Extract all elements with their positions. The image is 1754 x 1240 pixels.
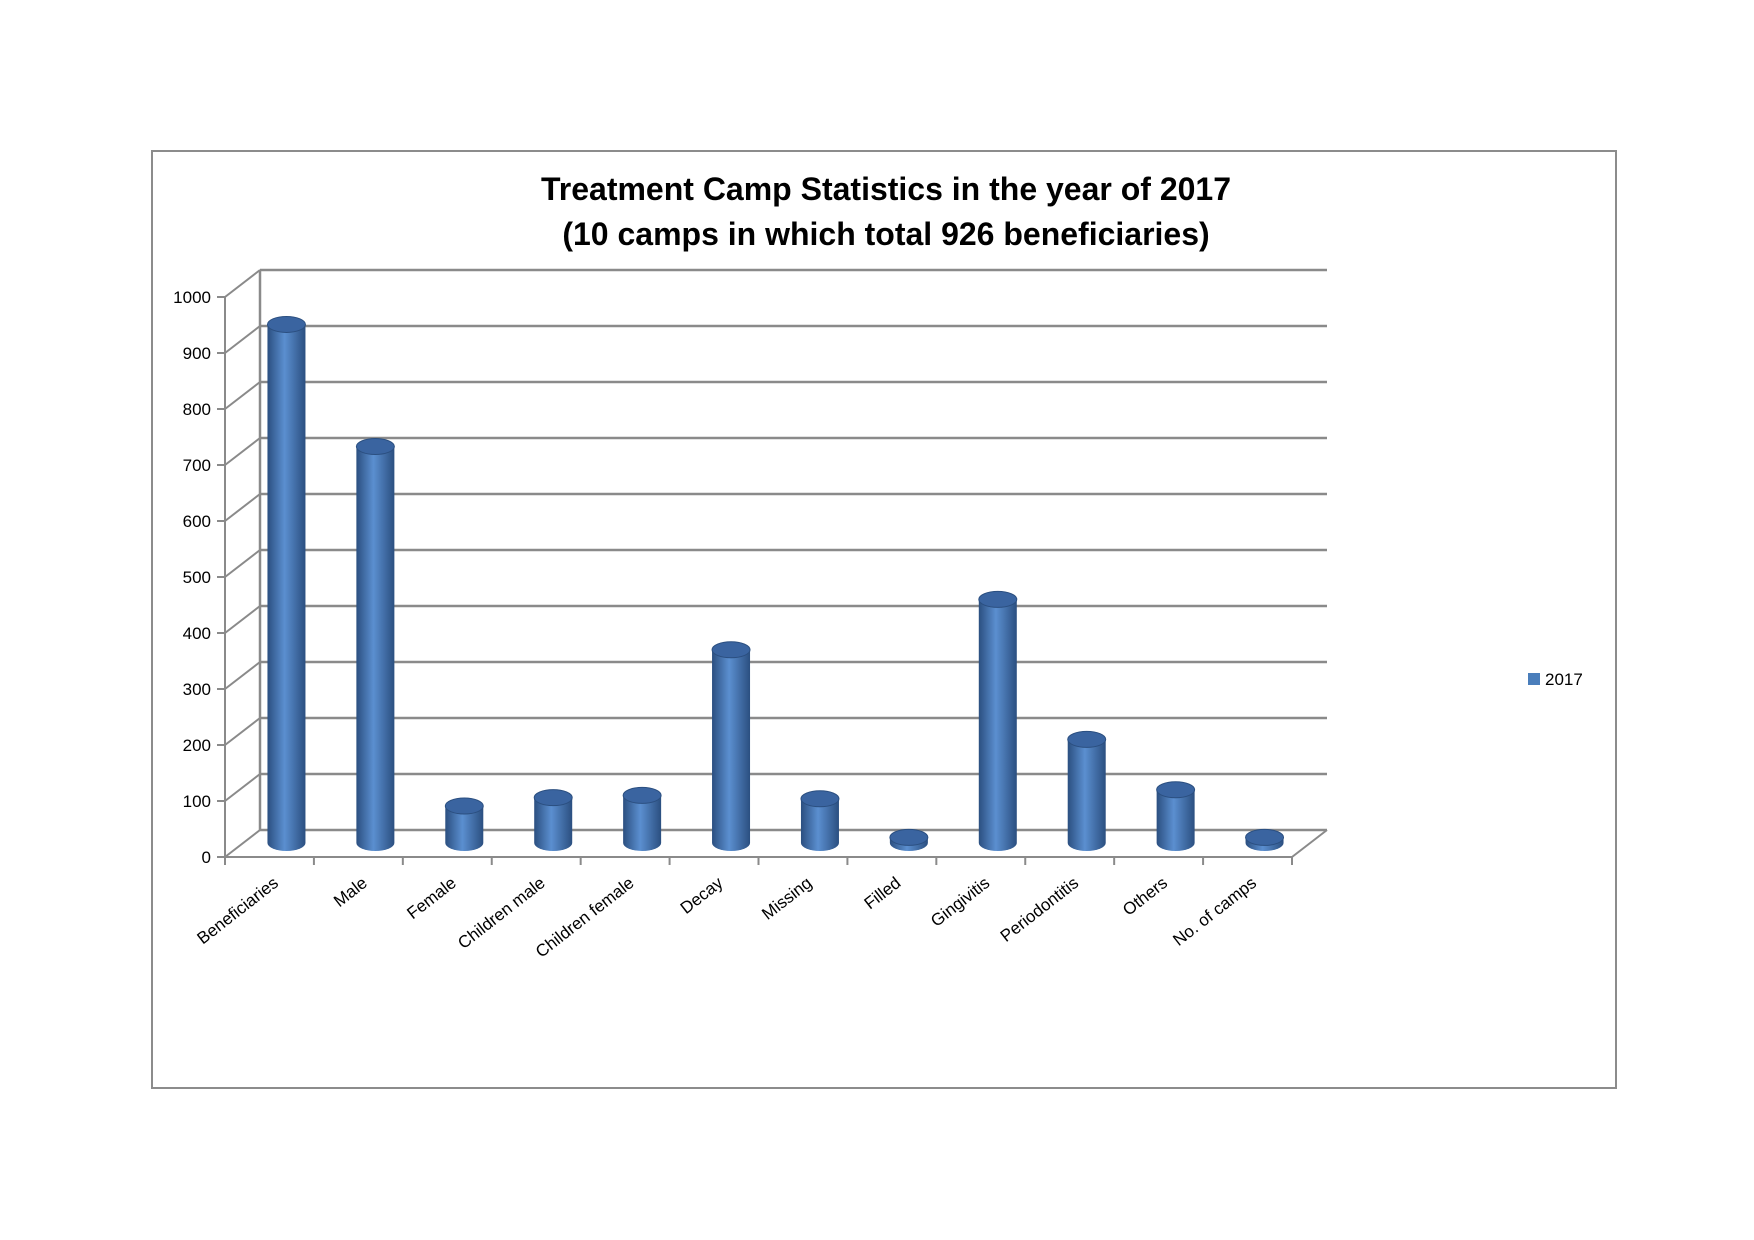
bar bbox=[533, 789, 573, 851]
x-category-label: Children female bbox=[532, 873, 638, 961]
x-category-label: Filled bbox=[861, 873, 905, 913]
y-tick-label: 400 bbox=[183, 624, 211, 643]
x-category-label: Male bbox=[330, 873, 371, 911]
bar-top bbox=[1156, 781, 1196, 799]
bar-body bbox=[712, 649, 751, 851]
legend-swatch bbox=[1528, 673, 1540, 685]
gridline-depth bbox=[224, 661, 261, 690]
bar bbox=[711, 641, 751, 851]
bar-top bbox=[711, 641, 751, 659]
bar-top bbox=[355, 438, 395, 456]
y-tick-label: 0 bbox=[202, 848, 211, 867]
gridline-depth bbox=[224, 549, 261, 578]
gridline-depth bbox=[224, 605, 261, 634]
x-category-label: Decay bbox=[677, 873, 727, 918]
bar-top bbox=[533, 789, 573, 807]
gridline-depth bbox=[224, 437, 261, 466]
axis-layer bbox=[217, 270, 1328, 865]
bar-body bbox=[1156, 789, 1195, 851]
x-category-label: Beneficiaries bbox=[194, 873, 282, 948]
bar-body bbox=[623, 795, 662, 851]
y-tick-label: 900 bbox=[183, 344, 211, 363]
chart-title: Treatment Camp Statistics in the year of… bbox=[541, 171, 1231, 207]
bar-body bbox=[800, 798, 839, 851]
bar bbox=[622, 786, 662, 851]
bar-body bbox=[267, 324, 306, 851]
bar-top bbox=[800, 790, 840, 808]
gridline-depth bbox=[224, 493, 261, 522]
bar-top bbox=[1067, 730, 1107, 748]
x-category-label: Missing bbox=[758, 873, 815, 923]
y-tick-label: 200 bbox=[183, 736, 211, 755]
bar-top bbox=[889, 828, 929, 846]
bar bbox=[978, 590, 1018, 851]
gridline-depth bbox=[224, 381, 261, 410]
x-category-label: Periodontitis bbox=[997, 873, 1082, 946]
chart-canvas: Treatment Camp Statistics in the year of… bbox=[173, 171, 1583, 961]
gridline-depth bbox=[224, 829, 261, 858]
bar-top bbox=[266, 315, 306, 333]
bar bbox=[266, 315, 306, 851]
bar-body bbox=[534, 797, 573, 851]
chart-subtitle: (10 camps in which total 926 beneficiari… bbox=[562, 216, 1209, 252]
y-tick-label: 100 bbox=[183, 792, 211, 811]
x-category-label: Children male bbox=[454, 873, 548, 953]
bar-top bbox=[444, 797, 484, 815]
y-tick-label: 600 bbox=[183, 512, 211, 531]
legend-label: 2017 bbox=[1545, 670, 1583, 689]
bar-body bbox=[1067, 739, 1106, 851]
bar-body bbox=[978, 599, 1017, 851]
gridline-depth bbox=[224, 269, 261, 298]
x-category-label: Gingivitis bbox=[927, 873, 993, 930]
gridline-depth bbox=[224, 717, 261, 746]
y-tick-label: 300 bbox=[183, 680, 211, 699]
x-category-label: No. of camps bbox=[1169, 873, 1260, 950]
bar bbox=[1245, 828, 1285, 851]
x-category-label: Female bbox=[403, 873, 459, 923]
bar bbox=[444, 797, 484, 851]
bar-top bbox=[1245, 828, 1285, 846]
legend: 2017 bbox=[1528, 670, 1583, 689]
bar-body bbox=[356, 446, 395, 851]
gridline-depth bbox=[224, 773, 261, 802]
bar-top bbox=[978, 590, 1018, 608]
chart-frame: Treatment Camp Statistics in the year of… bbox=[151, 150, 1617, 1089]
grid-layer bbox=[224, 268, 1327, 858]
y-tick-label: 1000 bbox=[173, 288, 211, 307]
y-tick-label: 500 bbox=[183, 568, 211, 587]
bar bbox=[889, 828, 929, 851]
bar bbox=[1067, 730, 1107, 851]
gridline-depth bbox=[224, 325, 261, 354]
label-layer: 0 100 200 300 400 500 600 700 800 900 1000 Benefici… bbox=[173, 288, 1260, 961]
floor-right-edge bbox=[1291, 829, 1328, 858]
bar-layer bbox=[266, 315, 1285, 851]
y-tick-label: 800 bbox=[183, 400, 211, 419]
bar bbox=[1156, 781, 1196, 851]
x-category-label: Others bbox=[1119, 873, 1171, 919]
bar bbox=[800, 790, 840, 851]
bar-top bbox=[622, 786, 662, 804]
bar-body bbox=[445, 806, 484, 851]
bar bbox=[355, 438, 395, 851]
y-tick-label: 700 bbox=[183, 456, 211, 475]
